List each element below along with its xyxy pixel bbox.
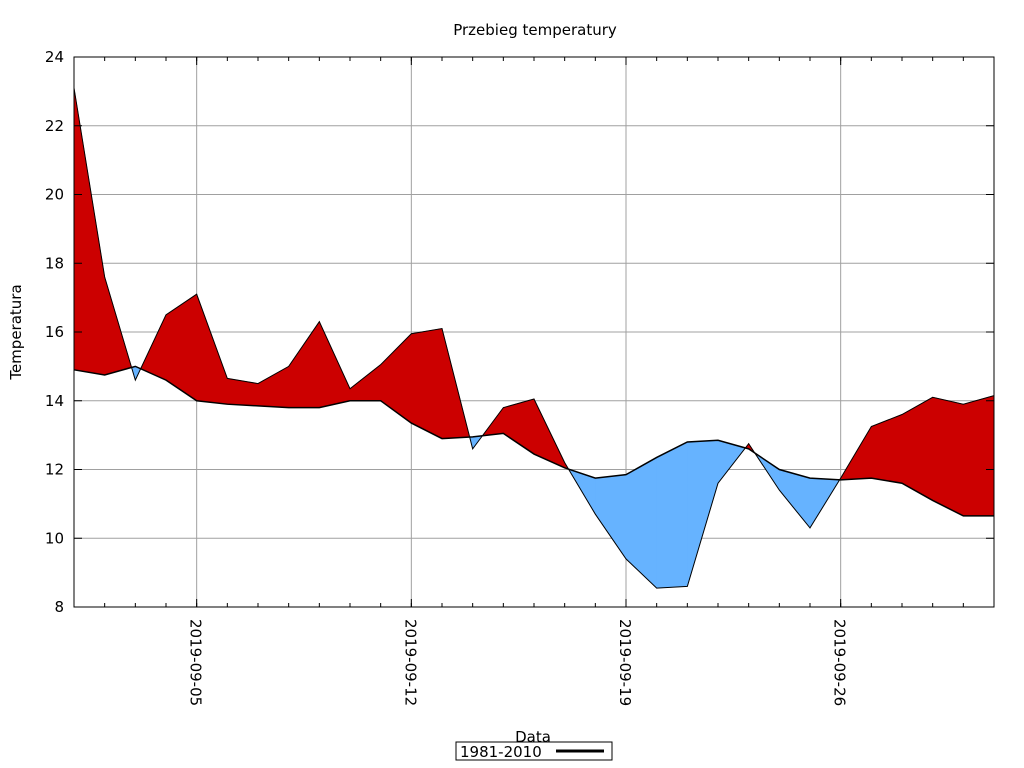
legend: 1981-2010 [455, 741, 613, 761]
area-below-normal [779, 469, 811, 529]
y-tick-label: 20 [45, 186, 64, 204]
temperature-deviation-areas [73, 87, 995, 589]
normal-1981-2010-line [73, 365, 994, 517]
x-tick-label: 2019-09-05 [187, 619, 205, 706]
area-above-normal [932, 396, 964, 517]
area-below-normal [687, 439, 719, 587]
area-below-normal [656, 441, 688, 589]
y-tick-label: 22 [45, 117, 64, 135]
area-below-normal [595, 474, 627, 560]
area-above-normal [349, 364, 381, 402]
legend-box [455, 741, 613, 761]
area-above-normal [380, 332, 412, 424]
area-above-normal [196, 294, 228, 405]
grid [74, 56, 994, 608]
area-above-normal [963, 395, 995, 517]
y-axis-title: Temperatura [7, 284, 25, 380]
actual-temperature-line [73, 87, 995, 589]
area-above-normal [503, 398, 535, 455]
y-tick-label: 24 [45, 48, 64, 66]
y-tick-label: 18 [45, 254, 64, 272]
x-tick-label: 2019-09-19 [616, 619, 634, 706]
series-lines [73, 87, 995, 589]
chart-title: Przebieg temperatury [453, 21, 617, 39]
y-tick-label: 8 [54, 598, 64, 616]
area-above-normal [411, 328, 443, 440]
y-tick-label: 14 [45, 392, 64, 410]
x-tick-label: 2019-09-26 [831, 619, 849, 706]
y-tick-label: 10 [45, 529, 64, 547]
legend-label: 1981-2010 [460, 743, 542, 761]
y-tick-label: 16 [45, 323, 64, 341]
area-above-normal [288, 320, 320, 408]
axis-ticks: 8 10 12 14 16 18 20 22 24 2019-09-05 2019-09-12 201… [45, 48, 995, 706]
x-tick-label: 2019-09-12 [401, 619, 419, 706]
area-below-normal [625, 456, 657, 589]
area-above-normal [165, 293, 197, 402]
area-above-normal [319, 321, 351, 408]
y-tick-label: 12 [45, 461, 64, 479]
area-above-normal [257, 365, 289, 408]
